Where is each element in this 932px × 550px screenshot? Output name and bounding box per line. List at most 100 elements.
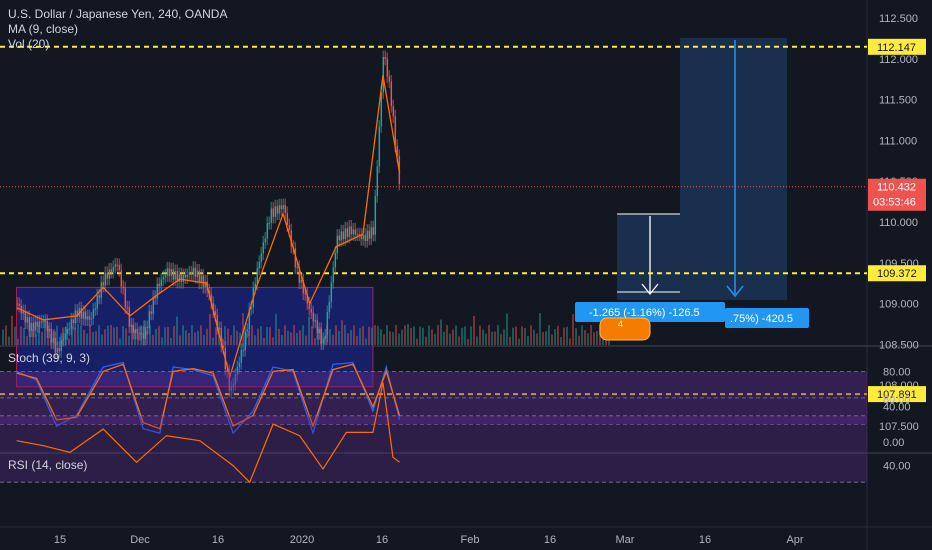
stoch-tick-label: 80.00 — [883, 366, 911, 378]
candle-body — [230, 387, 233, 391]
candle-body — [370, 227, 373, 239]
rsi-title[interactable]: RSI (14, close) — [8, 458, 88, 472]
candle-body — [198, 270, 201, 283]
last-price-box — [868, 178, 926, 211]
vol-legend[interactable]: Vol (20) — [8, 37, 50, 51]
measure-arrowhead-short — [641, 283, 659, 296]
volume-bar — [596, 330, 598, 345]
candle-body — [366, 230, 369, 242]
volume-bar — [434, 334, 436, 345]
volume-bar — [386, 325, 388, 345]
candle-body — [134, 328, 137, 333]
candle-body — [380, 92, 383, 127]
volume-bar — [290, 332, 292, 345]
candle-body — [332, 267, 335, 283]
volume-bar — [374, 324, 376, 345]
candle-body — [32, 322, 35, 331]
candle-body — [170, 269, 173, 276]
candle-body — [160, 279, 163, 287]
candle-body — [168, 268, 171, 276]
candle-body — [68, 328, 71, 330]
time-tick-label: 16 — [544, 534, 556, 546]
volume-bar — [407, 324, 409, 345]
candle-body — [348, 226, 351, 237]
volume-bar — [380, 329, 382, 345]
volume-bar — [230, 335, 232, 345]
volume-bar — [383, 334, 385, 345]
candle-body — [264, 238, 267, 243]
candle-body — [42, 321, 45, 323]
candle-body — [236, 367, 239, 376]
volume-bar — [431, 329, 433, 345]
candle-body — [196, 270, 199, 278]
ma-legend[interactable]: MA (9, close) — [8, 22, 79, 36]
candle-body — [294, 248, 297, 268]
volume-bar — [575, 328, 577, 345]
candle-body — [314, 320, 317, 322]
candle-body — [272, 208, 275, 217]
candle-body — [254, 283, 257, 288]
candle-body — [96, 295, 99, 309]
volume-bar — [341, 320, 343, 345]
measure-arrowhead-long — [726, 285, 744, 298]
stoch-d-line — [16, 363, 401, 430]
volume-bar — [212, 337, 214, 345]
candle-body — [352, 229, 355, 235]
volume-bar — [200, 325, 202, 345]
candle-body — [130, 324, 133, 327]
volume-bar — [167, 326, 169, 345]
candle-body — [36, 321, 39, 327]
candle-body — [320, 328, 323, 344]
volume-bar — [350, 330, 352, 345]
volume-bar — [404, 325, 406, 345]
volume-bar — [254, 335, 256, 345]
candle-body — [356, 234, 359, 236]
volume-bar — [53, 329, 55, 345]
volume-bar — [563, 327, 565, 345]
candle-body — [72, 319, 75, 324]
candle-body — [48, 328, 51, 332]
candle-body — [394, 116, 397, 146]
volume-bar — [437, 325, 439, 345]
candle-body — [82, 311, 85, 319]
volume-bar — [311, 326, 313, 345]
volume-bar — [401, 329, 403, 345]
volume-bar — [512, 327, 514, 345]
candle-body — [24, 311, 27, 323]
volume-bar — [122, 326, 124, 345]
candle-body — [238, 362, 241, 368]
candle-body — [364, 234, 367, 242]
stoch-title[interactable]: Stoch (39, 9, 3) — [8, 351, 91, 365]
candle-body — [240, 350, 243, 363]
volume-bar — [251, 325, 253, 345]
volume-bar — [467, 338, 469, 345]
volume-bar — [83, 329, 85, 345]
time-tick-label: Apr — [786, 534, 803, 546]
volume-bar — [275, 313, 277, 345]
candle-body — [18, 303, 21, 306]
volume-bar — [473, 315, 475, 345]
volume-bar — [260, 326, 262, 345]
candle-body — [318, 328, 321, 334]
volume-bar — [131, 325, 133, 345]
volume-bar — [476, 336, 478, 345]
volume-bar — [89, 325, 91, 345]
symbol-title[interactable]: U.S. Dollar / Japanese Yen, 240, OANDA — [8, 7, 228, 21]
price-tick-label: 108.500 — [879, 339, 919, 351]
candle-body — [174, 271, 177, 280]
volume-bar — [23, 327, 25, 345]
volume-bar — [527, 336, 529, 345]
volume-bar — [71, 326, 73, 345]
candle-body — [344, 228, 347, 240]
volume-bar — [233, 325, 235, 345]
rsi-legend: RSI (14, close) — [8, 458, 87, 473]
candle-body — [162, 277, 165, 280]
volume-bar — [128, 335, 130, 345]
volume-bar — [551, 334, 553, 345]
volume-bar — [518, 338, 520, 345]
volume-bar — [182, 325, 184, 345]
volume-bar — [8, 336, 10, 345]
candle-body — [90, 318, 93, 320]
volume-bar — [329, 329, 331, 345]
